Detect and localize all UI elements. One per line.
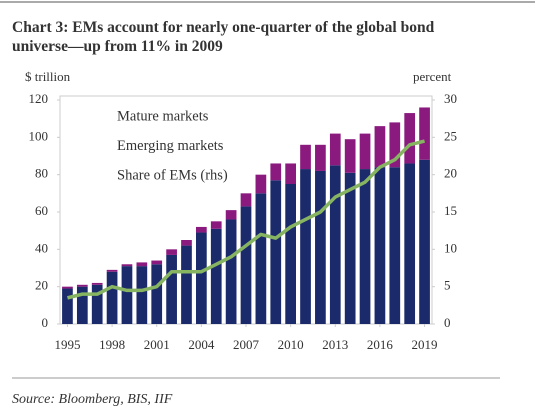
bar-segment <box>240 206 252 324</box>
y2-axis-label: percent <box>413 69 452 84</box>
bar-segment <box>225 219 237 324</box>
chart-title: Chart 3: EMs account for nearly one-quar… <box>12 19 435 55</box>
y-tick-label: 40 <box>35 240 48 255</box>
bar-segment <box>196 226 207 233</box>
x-tick-label: 2019 <box>412 337 438 352</box>
bar-segment <box>419 159 430 324</box>
y2-tick-label: 15 <box>444 203 457 218</box>
bar-segment <box>240 193 252 207</box>
bar-segment <box>76 284 88 287</box>
bar-segment <box>225 210 237 220</box>
bar-segment <box>210 228 222 324</box>
y2-tick-label: 0 <box>444 315 451 330</box>
legend-entry: Mature markets <box>117 108 209 124</box>
y2-tick-label: 30 <box>444 91 457 106</box>
bar-segment <box>270 163 282 181</box>
bar-segment <box>62 286 73 289</box>
bar-segment <box>374 126 386 168</box>
bar-segment <box>359 133 371 170</box>
bar-segment <box>151 264 163 324</box>
share-line <box>67 139 425 300</box>
bar-segment <box>389 167 401 324</box>
y2-tick-label: 10 <box>444 240 457 255</box>
bar-segment <box>151 260 163 265</box>
bar-segment <box>329 165 341 324</box>
y-tick-label: 80 <box>35 166 48 181</box>
bar-segment <box>106 269 118 272</box>
bar-segment <box>121 264 133 267</box>
x-tick-label: 2016 <box>367 337 394 352</box>
bar-segment <box>196 232 207 324</box>
y-tick-label: 60 <box>35 203 48 218</box>
x-tick-label: 2007 <box>233 337 260 352</box>
x-tick-label: 2010 <box>278 337 304 352</box>
bar-segment <box>300 144 311 170</box>
bar-segment <box>91 282 103 285</box>
bar-segment <box>374 167 386 324</box>
x-tick-label: 2004 <box>188 337 215 352</box>
bar-segment <box>329 133 341 166</box>
bar-segment <box>419 107 430 160</box>
x-tick-label: 1995 <box>54 337 80 352</box>
bar-segment <box>210 221 222 229</box>
bar-segment <box>255 174 267 194</box>
legend-entry: Share of EMs (rhs) <box>117 167 228 183</box>
y-tick-label: 20 <box>35 278 48 293</box>
bar-segment <box>285 163 296 184</box>
bar-segment <box>136 266 148 324</box>
y-axis-label: $ trillion <box>25 69 71 84</box>
y2-tick-label: 20 <box>444 166 457 181</box>
bar-segment <box>106 271 118 324</box>
bar-segment <box>181 240 192 246</box>
bar-segment <box>344 139 356 173</box>
bar-segment <box>166 249 177 255</box>
bar-segment <box>315 144 326 171</box>
bar-segment <box>300 169 311 324</box>
y-tick-label: 100 <box>29 128 49 143</box>
bar-segment <box>91 284 103 324</box>
x-tick-label: 1998 <box>99 337 125 352</box>
bar-segment <box>359 169 371 324</box>
bar-segment <box>285 184 296 324</box>
bar-segment <box>121 266 133 324</box>
bar-segment <box>62 288 73 324</box>
y2-tick-label: 25 <box>444 128 457 143</box>
bar-segment <box>166 254 177 324</box>
bar-segment <box>76 286 88 324</box>
bar-segment <box>136 262 148 267</box>
x-tick-label: 2013 <box>322 337 348 352</box>
source-note: Source: Bloomberg, BIS, IIF <box>12 392 173 407</box>
bar-segment <box>404 163 416 324</box>
bar-segment <box>315 170 326 324</box>
y-tick-label: 120 <box>29 91 49 106</box>
bar-segment <box>181 245 192 324</box>
bar-segment <box>344 172 356 324</box>
bar-segment <box>389 122 401 168</box>
y-tick-label: 0 <box>42 315 49 330</box>
x-tick-label: 2001 <box>144 337 170 352</box>
bar-segment <box>270 180 282 324</box>
y2-tick-label: 5 <box>444 278 451 293</box>
legend-entry: Emerging markets <box>117 138 224 154</box>
bar-segment <box>404 113 416 164</box>
bar-segment <box>255 193 267 324</box>
